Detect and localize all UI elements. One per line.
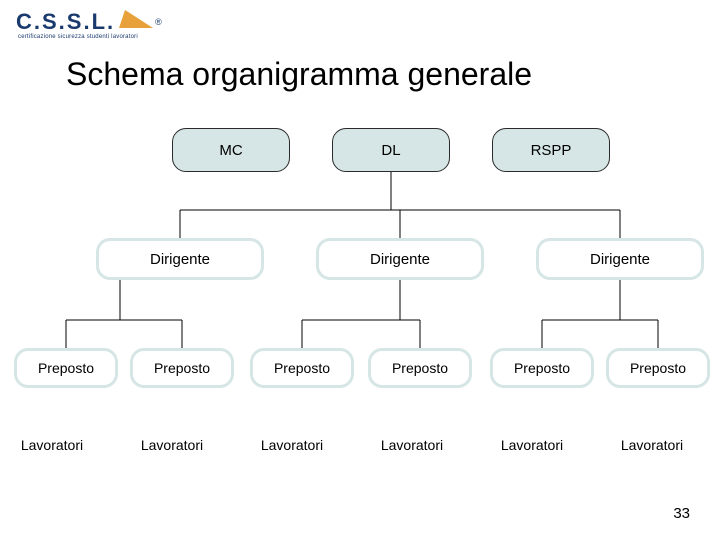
node-preposto: Preposto [490, 348, 594, 388]
node-lavoratori: Lavoratori [120, 430, 224, 460]
node-label: Dirigente [590, 251, 650, 268]
node-dl: DL [332, 128, 450, 172]
node-lavoratori: Lavoratori [0, 430, 104, 460]
node-label: Lavoratori [621, 437, 683, 453]
node-preposto: Preposto [250, 348, 354, 388]
node-label: RSPP [531, 142, 572, 159]
node-label: MC [219, 142, 242, 159]
node-rspp: RSPP [492, 128, 610, 172]
logo-triangle-icon [119, 8, 153, 35]
node-label: DL [381, 142, 400, 159]
logo-text: C.S.S.L. [16, 9, 115, 35]
node-preposto: Preposto [368, 348, 472, 388]
node-label: Lavoratori [21, 437, 83, 453]
node-label: Preposto [274, 360, 330, 376]
logo: C.S.S.L. ® [16, 8, 162, 35]
node-lavoratori: Lavoratori [360, 430, 464, 460]
node-preposto: Preposto [14, 348, 118, 388]
node-label: Lavoratori [141, 437, 203, 453]
node-label: Dirigente [370, 251, 430, 268]
page-title: Schema organigramma generale [66, 56, 532, 93]
node-label: Preposto [38, 360, 94, 376]
node-label: Dirigente [150, 251, 210, 268]
logo-reg: ® [155, 17, 162, 27]
node-label: Preposto [154, 360, 210, 376]
node-label: Preposto [514, 360, 570, 376]
page-number: 33 [673, 505, 690, 522]
node-dirigente: Dirigente [316, 238, 484, 280]
node-dirigente: Dirigente [536, 238, 704, 280]
node-lavoratori: Lavoratori [240, 430, 344, 460]
logo-subtitle: certificazione sicurezza studenti lavora… [18, 34, 138, 40]
node-dirigente: Dirigente [96, 238, 264, 280]
node-lavoratori: Lavoratori [600, 430, 704, 460]
node-lavoratori: Lavoratori [480, 430, 584, 460]
node-label: Preposto [630, 360, 686, 376]
node-preposto: Preposto [130, 348, 234, 388]
node-label: Lavoratori [261, 437, 323, 453]
node-label: Lavoratori [501, 437, 563, 453]
node-mc: MC [172, 128, 290, 172]
node-label: Preposto [392, 360, 448, 376]
node-label: Lavoratori [381, 437, 443, 453]
node-preposto: Preposto [606, 348, 710, 388]
